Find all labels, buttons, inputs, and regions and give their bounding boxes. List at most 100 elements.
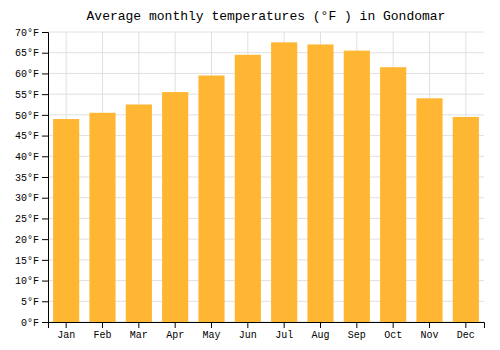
tick: May [202,322,220,341]
tick-label: May [202,330,220,341]
plot: 0°F 5°F 10°F 15°F 20°F 25°F 30°F 35°F 40°F 45°F 50… [15,28,485,341]
axis-line [49,323,485,329]
tick-mark [42,94,48,95]
axis-line [42,33,49,323]
tick-label: 60°F [15,69,39,80]
tick-label: Apr [166,330,184,341]
tick: Jun [239,322,257,341]
tick-mark [42,281,48,282]
tick: 0°F [21,318,48,329]
tick-label: Mar [130,330,148,341]
tick-mark [42,301,48,302]
tick-mark [42,177,48,178]
tick-mark [42,198,48,199]
bar [453,117,479,322]
bar [89,113,115,322]
tick: 40°F [15,152,48,163]
grid-line [48,94,484,95]
tick: 15°F [15,256,48,267]
grid-line [48,52,484,53]
bar [198,76,224,323]
tick-mark [42,53,48,54]
tick: 20°F [15,235,48,246]
bar [271,42,297,322]
bar [126,105,152,323]
tick-mark [284,322,285,328]
tick-label: Aug [311,330,329,341]
tick-mark [42,260,48,261]
chart: 0°F 5°F 10°F 15°F 20°F 25°F 30°F 35°F 40°F 45°F 50… [0,0,500,350]
bar [53,119,79,322]
tick-mark [42,156,48,157]
tick-mark [320,322,321,328]
tick-label: Feb [93,330,111,341]
tick-mark [42,218,48,219]
tick-mark [175,322,176,328]
tick-mark [247,322,248,328]
tick-label: Oct [384,330,402,341]
tick: 45°F [15,131,48,142]
tick-label: 45°F [15,131,39,142]
tick-label: 20°F [15,235,39,246]
tick: 55°F [15,90,48,101]
tick: Mar [130,322,148,341]
tick: Nov [420,322,438,341]
tick: Aug [311,322,329,341]
tick-label: Jan [57,330,75,341]
tick-mark [393,322,394,328]
tick-mark [42,115,48,116]
tick-label: 65°F [15,48,39,59]
bar [380,67,406,322]
tick: 35°F [15,173,48,184]
tick-mark [465,322,466,328]
tick-mark [356,322,357,328]
tick-label: 50°F [15,111,39,122]
tick-mark [102,322,103,328]
tick-mark [42,32,48,33]
grid [48,32,484,322]
tick-label: Dec [457,330,475,341]
tick: 30°F [15,193,48,204]
bar [235,55,261,322]
tick-label: Jun [239,330,257,341]
tick-mark [429,322,430,328]
tick: 10°F [15,276,48,287]
tick-label: Sep [348,330,366,341]
tick-label: 15°F [15,256,39,267]
tick-label: Nov [420,330,438,341]
tick-mark [42,239,48,240]
tick: Dec [457,322,475,341]
tick-label: 10°F [15,276,39,287]
grid-line [48,32,484,33]
tick: Jan [57,322,75,341]
title: Average monthly temperatures (°F ) in Go… [87,9,446,24]
bar [344,51,370,322]
y-axis: 0°F 5°F 10°F 15°F 20°F 25°F 30°F 35°F 40°F 45°F 50… [15,28,49,329]
tick-label: 25°F [15,214,39,225]
tick-mark [42,73,48,74]
bar [416,98,442,322]
tick-mark [66,322,67,328]
tick: Apr [166,322,184,341]
tick: 65°F [15,48,48,59]
tick: 50°F [15,111,48,122]
tick-label: 30°F [15,193,39,204]
bars [53,42,479,322]
tick: Oct [384,322,402,341]
tick-mark [42,322,48,323]
tick: Feb [93,322,111,341]
tick: 5°F [21,297,48,308]
x-axis: Jan Feb Mar Apr May Jun Jul Aug Sep Oct Nov Dec [49,322,485,341]
tick: 70°F [15,28,48,39]
bar [162,92,188,322]
tick: Jul [275,322,293,341]
tick-mark [42,136,48,137]
tick-label: 35°F [15,173,39,184]
tick-label: 0°F [21,318,39,329]
tick: 25°F [15,214,48,225]
tick-label: 5°F [21,297,39,308]
tick-label: Jul [275,330,293,341]
grid-line [48,73,484,74]
tick: 60°F [15,69,48,80]
tick-label: 55°F [15,90,39,101]
